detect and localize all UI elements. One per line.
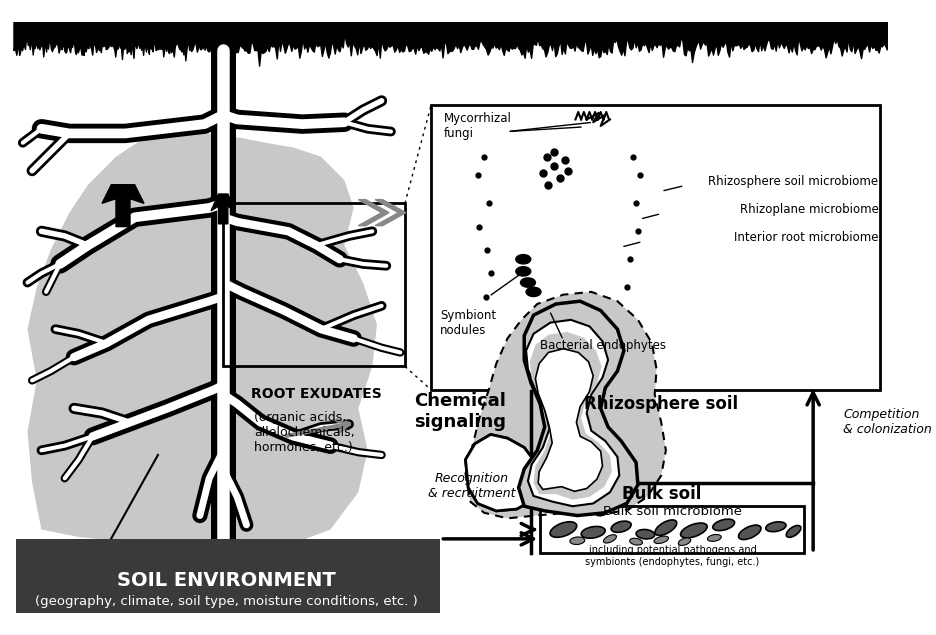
- Ellipse shape: [707, 535, 721, 542]
- Text: including potential pathogens and
symbionts (endophytes, fungi, etc.): including potential pathogens and symbio…: [585, 545, 759, 567]
- Bar: [223, 203, 404, 366]
- Text: Chemical
signaling: Chemical signaling: [414, 392, 505, 431]
- Ellipse shape: [549, 522, 576, 537]
- Text: Interior root microbiome: Interior root microbiome: [733, 231, 877, 244]
- Ellipse shape: [629, 538, 642, 545]
- Ellipse shape: [738, 525, 760, 540]
- Polygon shape: [465, 434, 539, 511]
- Text: (organic acids,
allelochemicals,
hormones, etc.): (organic acids, allelochemicals, hormone…: [254, 411, 354, 454]
- Polygon shape: [525, 320, 619, 506]
- FancyBboxPatch shape: [16, 539, 440, 613]
- FancyBboxPatch shape: [539, 506, 803, 553]
- Ellipse shape: [569, 537, 584, 544]
- Ellipse shape: [785, 526, 800, 537]
- Polygon shape: [27, 129, 376, 548]
- Text: Bulk soil: Bulk soil: [621, 485, 700, 503]
- Ellipse shape: [603, 535, 616, 543]
- Ellipse shape: [712, 519, 734, 531]
- Polygon shape: [529, 332, 611, 500]
- Ellipse shape: [680, 523, 707, 538]
- Text: Mycorrhizal
fungi: Mycorrhizal fungi: [444, 112, 511, 140]
- Ellipse shape: [678, 538, 690, 545]
- Text: SOIL ENVIRONMENT: SOIL ENVIRONMENT: [116, 572, 335, 591]
- Text: Recognition
& recruitment: Recognition & recruitment: [428, 472, 515, 500]
- Text: Symbiont
nodules: Symbiont nodules: [440, 309, 496, 337]
- Text: Rhizosphere soil microbiome: Rhizosphere soil microbiome: [708, 175, 877, 189]
- Text: Bacterial endophytes: Bacterial endophytes: [539, 340, 665, 352]
- Ellipse shape: [654, 520, 676, 535]
- Polygon shape: [374, 199, 405, 225]
- Text: Rhizosphere soil: Rhizosphere soil: [583, 395, 738, 413]
- Ellipse shape: [610, 521, 631, 532]
- Text: (geography, climate, soil type, moisture conditions, etc. ): (geography, climate, soil type, moisture…: [35, 595, 417, 608]
- Polygon shape: [534, 349, 602, 491]
- Text: Rhizoplane microbiome: Rhizoplane microbiome: [739, 203, 877, 217]
- Ellipse shape: [653, 536, 667, 544]
- Text: Bulk soil microbiome: Bulk soil microbiome: [602, 505, 741, 518]
- Ellipse shape: [580, 526, 605, 538]
- Polygon shape: [358, 199, 388, 225]
- Ellipse shape: [519, 278, 534, 287]
- Ellipse shape: [525, 287, 540, 297]
- Ellipse shape: [765, 522, 785, 531]
- Text: Competition
& colonization: Competition & colonization: [842, 408, 930, 436]
- Polygon shape: [465, 434, 539, 511]
- Polygon shape: [519, 301, 637, 516]
- Ellipse shape: [516, 267, 530, 276]
- Text: ROOT EXUDATES: ROOT EXUDATES: [251, 387, 382, 401]
- Ellipse shape: [516, 255, 530, 264]
- Ellipse shape: [636, 530, 654, 539]
- Polygon shape: [465, 292, 665, 518]
- Polygon shape: [211, 194, 235, 224]
- Polygon shape: [102, 185, 144, 227]
- FancyBboxPatch shape: [431, 105, 879, 390]
